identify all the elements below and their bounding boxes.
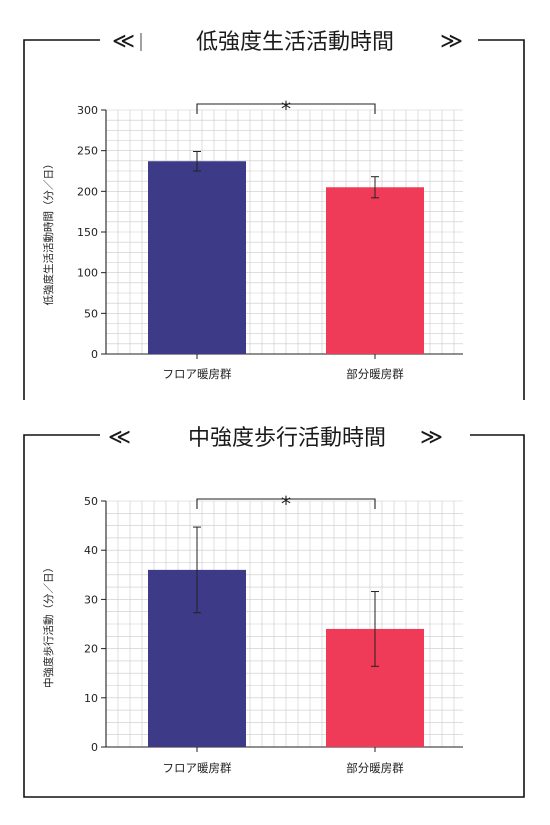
chart-panel-low-intensity: ≪ 低強度生活活動時間 ≫ 0 50 100 150 200 250 300 低強度生活活動… bbox=[0, 0, 550, 400]
bar-floor-heating bbox=[148, 161, 246, 354]
y-tick-label: 150 bbox=[77, 226, 98, 239]
significance-bracket bbox=[196, 103, 376, 114]
y-tick-label: 300 bbox=[77, 104, 98, 117]
panel-frame bbox=[23, 39, 525, 400]
y-tick-label: 100 bbox=[77, 267, 98, 280]
y-axis-label: 中強度歩行活動（分／日） bbox=[42, 562, 55, 688]
y-tick-label: 250 bbox=[77, 145, 98, 158]
significance-marker: * bbox=[281, 492, 291, 516]
category-label-floor: フロア暖房群 bbox=[163, 367, 232, 381]
y-tick-label: 40 bbox=[84, 544, 98, 557]
y-axis-label: 低強度生活活動時間（分／日） bbox=[42, 159, 55, 306]
chart-panel-moderate-intensity: ≪ 中強度歩行活動時間 ≫ 0 10 20 30 40 50 中強度歩行活動（分／日） フ… bbox=[0, 400, 550, 800]
y-tick-label: 0 bbox=[91, 741, 98, 754]
chart-svg-2: ≪ 中強度歩行活動時間 ≫ 0 10 20 30 40 50 中強度歩行活動（分／日） フ… bbox=[23, 425, 525, 798]
y-tick-label: 10 bbox=[84, 692, 98, 705]
y-tick-label: 200 bbox=[77, 185, 98, 198]
category-label-partial: 部分暖房群 bbox=[346, 761, 404, 775]
y-tick-label: 0 bbox=[91, 348, 98, 361]
y-tick-label: 50 bbox=[84, 495, 98, 508]
chart-title: 中強度歩行活動時間 bbox=[188, 426, 386, 451]
significance-bracket bbox=[196, 498, 376, 509]
chart-title: 低強度生活活動時間 bbox=[196, 30, 394, 55]
title-right-mark: ≫ bbox=[440, 29, 463, 54]
title-left-mark: ≪ bbox=[112, 29, 135, 54]
category-label-floor: フロア暖房群 bbox=[163, 761, 232, 775]
title-left-mark: ≪ bbox=[108, 425, 131, 450]
plot-area: 0 50 100 150 200 250 300 bbox=[77, 103, 463, 361]
chart-svg-1: ≪ 低強度生活活動時間 ≫ 0 50 100 150 200 250 300 低強度生活活動… bbox=[23, 29, 525, 400]
plot-area: 0 10 20 30 40 50 bbox=[84, 495, 463, 754]
category-label-partial: 部分暖房群 bbox=[346, 367, 404, 381]
y-tick-label: 20 bbox=[84, 643, 98, 656]
title-right-mark: ≫ bbox=[420, 425, 443, 450]
significance-marker: * bbox=[281, 97, 291, 121]
bar-partial-heating bbox=[326, 187, 424, 354]
y-tick-label: 50 bbox=[84, 307, 98, 320]
y-tick-label: 30 bbox=[84, 593, 98, 606]
panel-frame bbox=[23, 434, 525, 798]
